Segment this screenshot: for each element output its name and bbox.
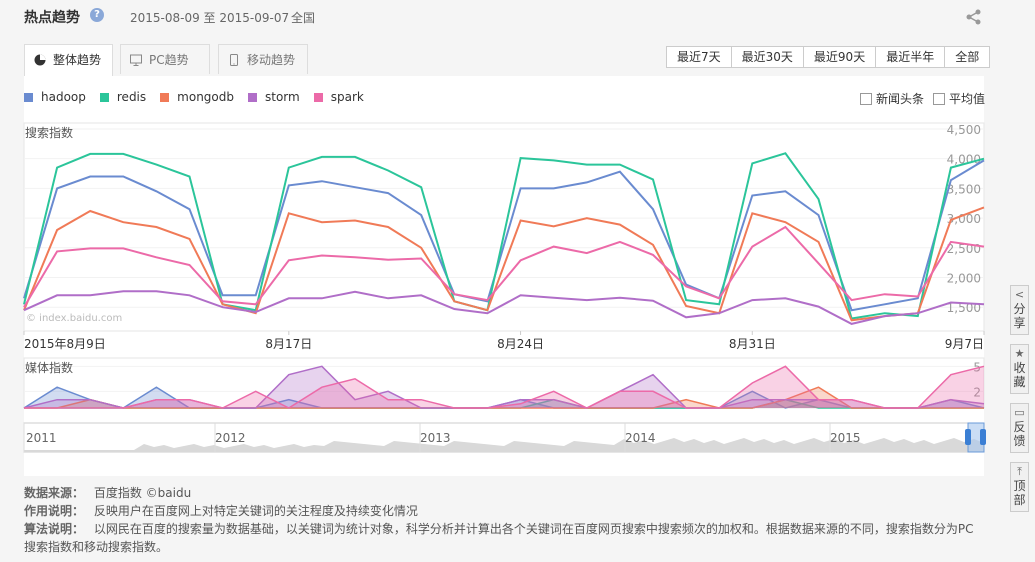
region-label: 全国 — [291, 11, 316, 25]
date-range: 2015-08-09 至 2015-09-07 — [130, 11, 290, 25]
checkbox-box[interactable] — [860, 92, 872, 105]
timeline-area — [24, 438, 984, 452]
series-line-redis — [23, 152, 985, 320]
timeline-year-label: 2014 — [625, 431, 656, 445]
media-line-spark — [24, 365, 985, 409]
info-algo: 算法说明： 以网民在百度的搜索量为数据基础，以关键词为统计对象，科学分析并计算出… — [24, 520, 984, 537]
x-tick-label: 9月7日 — [945, 337, 984, 351]
star-icon: ★ — [1014, 347, 1025, 360]
series-line-spark — [23, 225, 985, 308]
checkbox-box[interactable] — [933, 92, 945, 105]
x-tick-label: 8月24日 — [497, 337, 544, 351]
source-label: 数据来源： — [24, 486, 85, 500]
timeline-year-label: 2015 — [830, 431, 861, 445]
media-y-tick-label: 2 — [973, 385, 981, 399]
range-half-year-button[interactable]: 最近半年 — [876, 47, 946, 67]
legend-item-spark[interactable]: spark — [313, 90, 364, 104]
feedback-icon: ▭ — [1014, 406, 1025, 419]
y-tick-label: 4,500 — [947, 123, 981, 137]
timeline-year-label: 2011 — [26, 431, 57, 445]
source-value: 百度指数 ©baidu — [93, 486, 192, 500]
mobile-icon — [230, 54, 238, 66]
range-selector: 最近7天 最近30天 最近90天 最近半年 全部 — [666, 46, 991, 68]
side-top-button[interactable]: ⤒ 顶部 — [1010, 462, 1029, 512]
range-7d-button[interactable]: 最近7天 — [667, 47, 732, 67]
tab-label: 移动趋势 — [247, 53, 296, 67]
help-icon[interactable]: ? — [90, 8, 104, 22]
share-icon[interactable] — [964, 8, 984, 26]
timeline-handle-right — [980, 429, 986, 445]
legend-item-storm[interactable]: storm — [248, 90, 300, 104]
tab-label: PC趋势 — [149, 53, 189, 67]
tab-label: 整体趋势 — [53, 53, 102, 67]
pie-icon — [34, 54, 46, 66]
info-source: 数据来源： 百度指数 ©baidu — [24, 484, 191, 501]
tab-mobile[interactable]: 移动趋势 — [218, 44, 308, 74]
media-area-redis — [24, 399, 984, 408]
y-tick-label: 2,000 — [947, 272, 981, 286]
info-usage: 作用说明： 反映用户在百度网上对特定关键词的关注程度及持续变化情况 — [24, 502, 418, 519]
algo-label: 算法说明： — [24, 522, 85, 536]
watermark: © index.baidu.com — [26, 313, 122, 324]
timeline-year-label: 2012 — [215, 431, 246, 445]
share-icon: < — [1014, 288, 1025, 301]
monitor-icon — [130, 54, 142, 66]
range-all-button[interactable]: 全部 — [955, 50, 980, 64]
series-line-mongodb — [23, 206, 985, 322]
side-feedback-button[interactable]: ▭ 反馈 — [1010, 403, 1029, 453]
media-y-axis-label: 媒体指数 — [25, 360, 73, 375]
range-90d-button[interactable]: 最近90天 — [804, 47, 877, 67]
timeline-year-label: 2013 — [420, 431, 451, 445]
side-share-button[interactable]: < 分享 — [1010, 285, 1029, 335]
page-title: 热点趋势 — [24, 10, 80, 26]
x-tick-label: 8月31日 — [729, 337, 776, 351]
side-favorite-button[interactable]: ★ 收藏 — [1010, 344, 1029, 394]
algo-text: 以网民在百度的搜索量为数据基础，以关键词为统计对象，科学分析并计算出各个关键词在… — [93, 522, 974, 536]
y-axis-label: 搜索指数 — [25, 125, 73, 140]
legend-item-redis[interactable]: redis — [99, 90, 146, 104]
timeline-handle-left — [965, 429, 971, 445]
main-plot-area — [23, 122, 985, 332]
media-area-spark — [24, 366, 984, 408]
tab-overall[interactable]: 整体趋势 — [24, 44, 113, 76]
x-tick-label: 8月17日 — [265, 337, 312, 351]
top-icon: ⤒ — [1017, 465, 1022, 478]
media-area-hadoop — [24, 387, 984, 408]
news-checkbox[interactable]: 新闻头条 — [860, 90, 924, 107]
info-algo-cont: 搜索指数和移动搜索指数。 — [24, 540, 169, 554]
series-line-hadoop — [23, 159, 985, 312]
legend: hadoop redis mongodb storm spark — [24, 90, 378, 104]
media-line-mongodb — [24, 386, 984, 409]
legend-item-mongodb[interactable]: mongodb — [160, 90, 234, 104]
legend-item-hadoop[interactable]: hadoop — [24, 90, 86, 104]
range-30d-button[interactable]: 最近30天 — [732, 47, 804, 67]
average-checkbox[interactable]: 平均值 — [933, 90, 985, 107]
trend-chart: 4,5004,0003,5003,0002,5002,0001,500搜索指数©… — [23, 122, 986, 453]
usage-value: 反映用户在百度网上对特定关键词的关注程度及持续变化情况 — [93, 504, 418, 518]
y-tick-label: 3,500 — [947, 182, 981, 196]
usage-label: 作用说明： — [24, 504, 85, 518]
series-line-storm — [23, 290, 985, 325]
x-tick-label: 2015年8月9日 — [24, 337, 106, 351]
tab-pc[interactable]: PC趋势 — [120, 44, 210, 74]
y-tick-label: 1,500 — [947, 301, 981, 315]
y-tick-label: 3,000 — [947, 212, 981, 226]
y-tick-label: 4,000 — [947, 153, 981, 167]
